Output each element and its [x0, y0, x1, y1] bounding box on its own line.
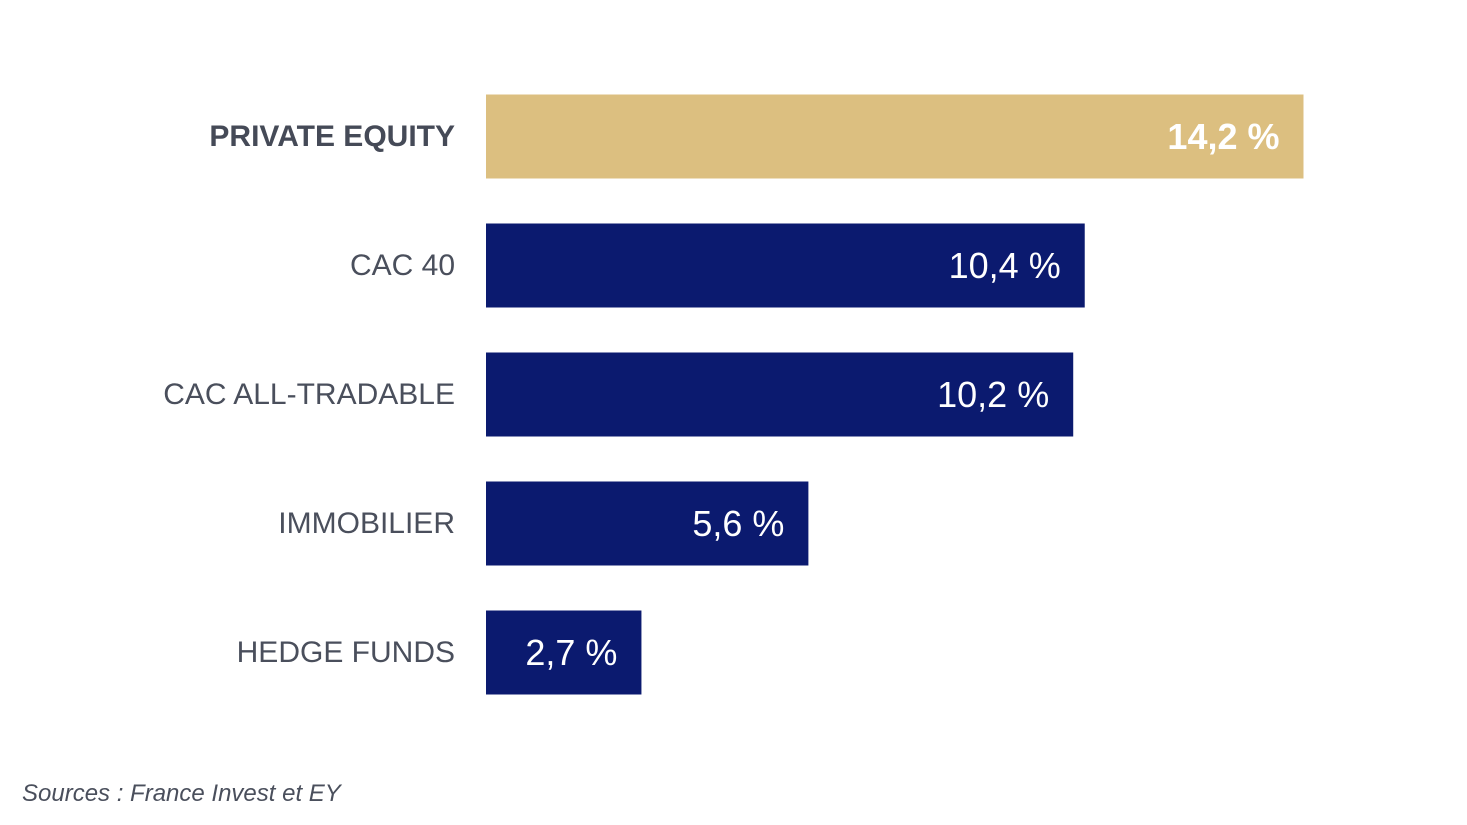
value-label-cac-all-tradable: 10,2 %: [937, 374, 1049, 415]
value-labels: 14,2 % 10,4 % 10,2 % 5,6 % 2,7 %: [525, 116, 1279, 673]
bar-immobilier: [486, 481, 809, 566]
category-label-hedge-funds: HEDGE FUNDS: [237, 636, 455, 669]
category-label-immobilier: IMMOBILIER: [278, 507, 455, 540]
value-label-private-equity: 14,2 %: [1167, 116, 1279, 157]
category-label-cac-40: CAC 40: [350, 249, 455, 282]
bar-cac-40: [486, 223, 1085, 308]
category-labels: PRIVATE EQUITY CAC 40 CAC ALL-TRADABLE IMMO…: [163, 120, 455, 669]
category-label-private-equity: PRIVATE EQUITY: [209, 120, 455, 153]
source-note: Sources : France Invest et EY: [22, 780, 341, 807]
bar-cac-all-tradable: [486, 352, 1074, 437]
value-label-hedge-funds: 2,7 %: [525, 632, 617, 673]
value-label-immobilier: 5,6 %: [692, 503, 784, 544]
bars-group: [486, 94, 1304, 695]
category-label-cac-all-tradable: CAC ALL-TRADABLE: [163, 378, 455, 411]
value-label-cac-40: 10,4 %: [949, 245, 1061, 286]
bar-private-equity: [486, 94, 1304, 179]
bar-hedge-funds: [486, 610, 642, 695]
